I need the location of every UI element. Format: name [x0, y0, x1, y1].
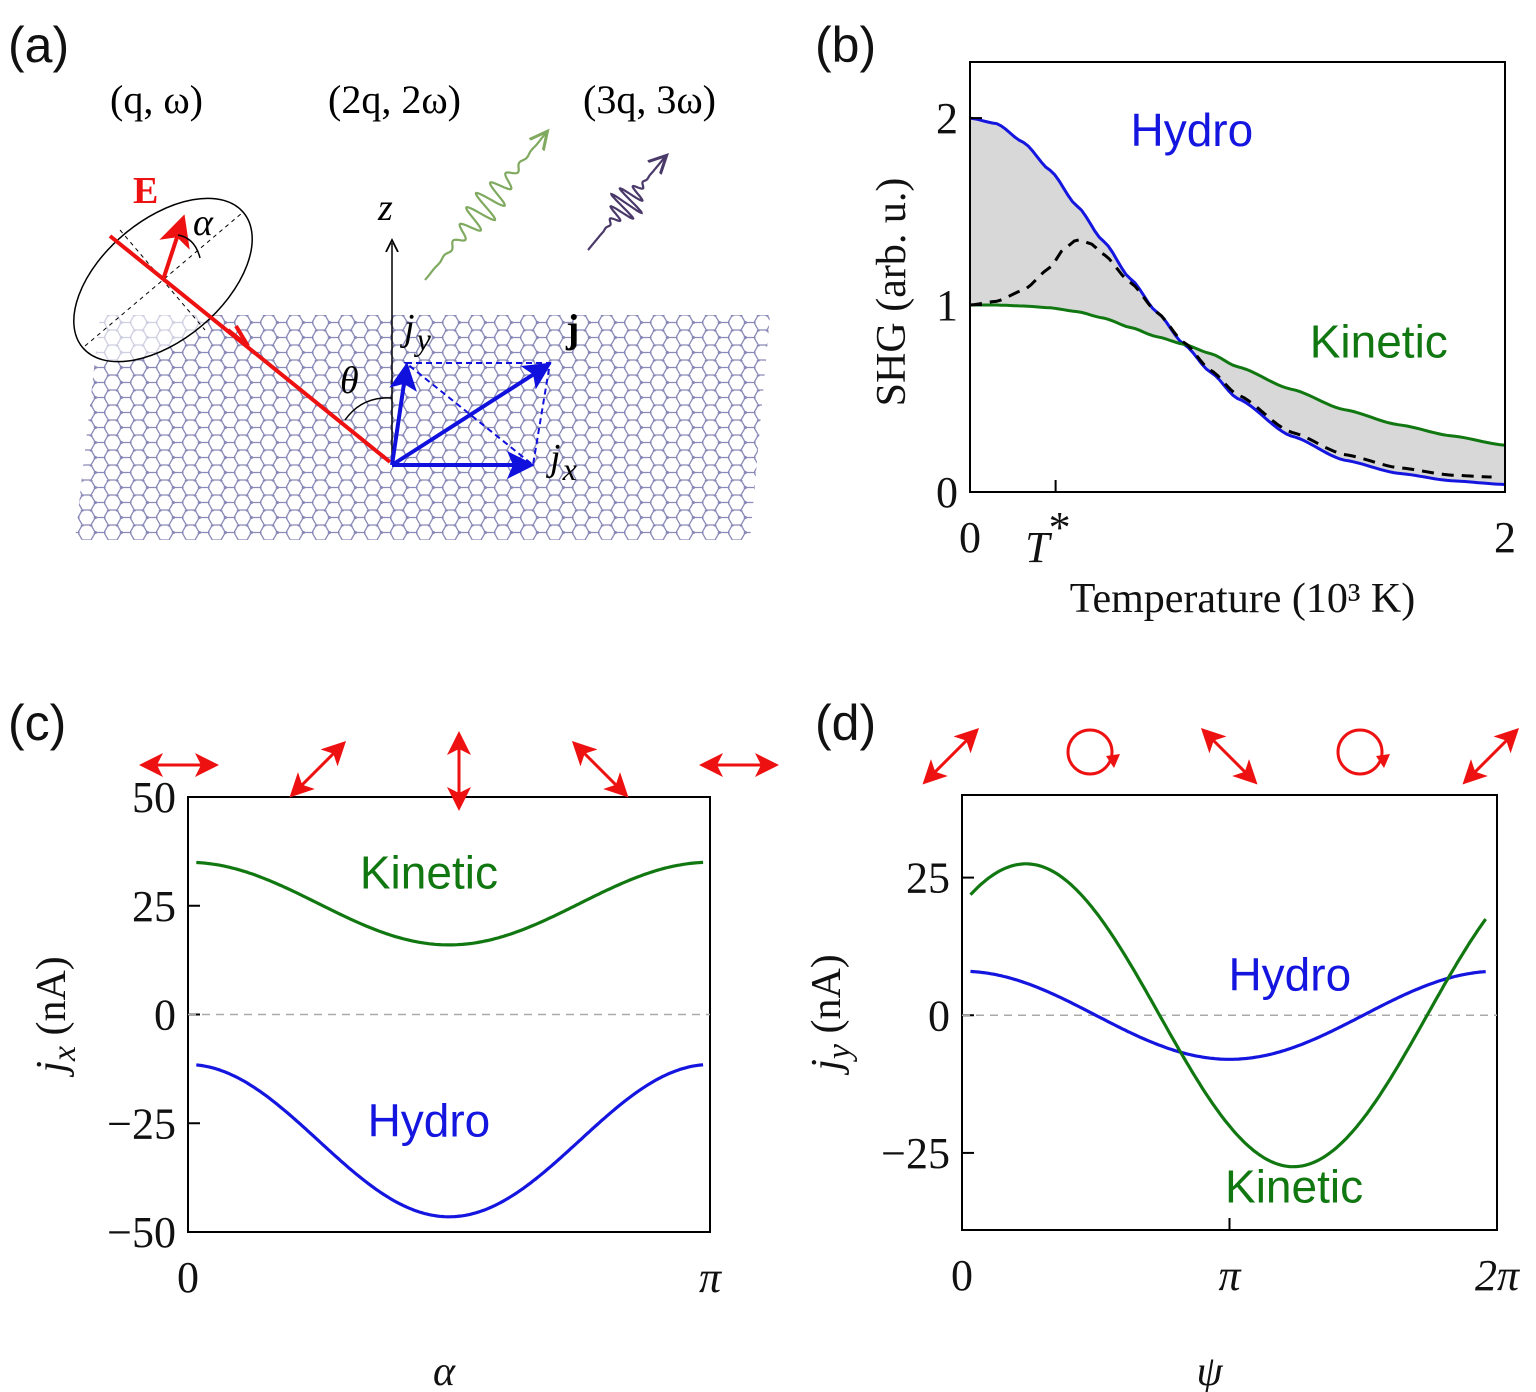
polarization-marker-d-0: [922, 727, 980, 785]
chart-d: 0 π 2π 25 0 −25 Hydro Kinetic ψ jy (nA): [804, 727, 1521, 1392]
theta-arc: [344, 397, 393, 421]
x-axis-title-d: ψ: [1196, 1349, 1223, 1392]
y-tick-label-c-2: 0: [154, 991, 176, 1040]
y-axis-title-c: jx (nA): [29, 956, 83, 1078]
tstar-tick-star: *: [1049, 503, 1071, 552]
panel-d-label: (d): [815, 695, 876, 751]
series-line-hydro: [969, 116, 1506, 486]
curve-label-d-kinetic: Kinetic: [1225, 1160, 1363, 1212]
panel-b: (b) 0 2 0 1 2 T * Temperature (10³ K) SHG (arb. …: [815, 17, 1516, 622]
panel-a: (a) (q, ω) (2q, 2ω) (3q, 3ω) z E α θ jy: [8, 17, 770, 540]
polarization-marker-c-3: [571, 740, 629, 798]
x-axis-title-c: α: [433, 1349, 456, 1392]
polarization-marker-d-3-head: [1376, 754, 1390, 768]
panel-b-label: (b): [815, 17, 876, 73]
polarization-marker-c-1: [289, 740, 347, 798]
y-tick-label-d-2: −25: [881, 1129, 950, 1178]
x-tick-label-b-0: 0: [959, 513, 981, 562]
y-tick-label-c-1: 25: [132, 882, 176, 931]
alpha-label: α: [193, 202, 214, 244]
harmonic-label-3: (3q, 3ω): [583, 77, 716, 122]
series-line-dashed: [969, 238, 1492, 479]
panel-c-label: (c): [8, 695, 66, 751]
y-tick-label-d-0: 25: [906, 854, 950, 903]
graphene-sheet: [75, 315, 770, 540]
x-axis-title-b: Temperature (10³ K): [1070, 576, 1416, 622]
y-tick-label-c-0: 50: [132, 773, 176, 822]
curve-label-d-hydro: Hydro: [1228, 948, 1351, 1000]
tstar-tick-label: T: [1025, 523, 1053, 572]
field-label: E: [133, 170, 158, 212]
jy-arrow: [389, 362, 417, 466]
x-tick-label-d-2: 2π: [1475, 1251, 1521, 1300]
theta-label: θ: [340, 360, 359, 402]
series-line-d-kinetic: [969, 862, 1487, 1169]
y-axis-title-b: SHG (arb. u.): [869, 178, 915, 407]
polarization-marker-d-2: [1200, 727, 1258, 785]
y-tick-label-b-1: 1: [936, 281, 958, 330]
x-tick-label-c-1: π: [699, 1253, 723, 1302]
series-line-kinetic: [970, 303, 1506, 447]
series-line-d-hydro: [970, 969, 1486, 1061]
x-tick-label-d-0: 0: [951, 1251, 973, 1300]
shaded-region: [970, 118, 1505, 485]
harmonic-label-1: (q, ω): [110, 77, 203, 122]
panel-c: (c) 0 π 50 25 0 −25 −50 Kinetic Hydro α jx (nA): [8, 695, 779, 1392]
y-tick-label-c-3: −25: [107, 1099, 176, 1148]
chart-c: 0 π 50 25 0 −25 −50 Kinetic Hydro α jx (nA): [29, 731, 779, 1392]
harmonic-label-2: (2q, 2ω): [328, 77, 461, 122]
curve-label-b-hydro: Hydro: [1131, 104, 1254, 156]
second-harmonic-wave: [424, 133, 546, 281]
y-tick-label-b-0: 0: [936, 468, 958, 517]
beam-direction-icon: [226, 324, 250, 348]
chart-b: 0 2 0 1 2 T * Temperature (10³ K) SHG (arb. u.) H…: [869, 61, 1516, 622]
x-tick-label-b-1: 2: [1494, 513, 1516, 562]
panel-d: (d) 0 π 2π 25 0 −25 Hydro Kinetic ψ jy (nA): [804, 695, 1521, 1392]
polarization-marker-d-1: [1066, 728, 1114, 776]
incident-beam: [108, 234, 392, 464]
alpha-arc: [177, 234, 201, 259]
plot-frame-b: [969, 61, 1506, 493]
x-tick-label-c-0: 0: [177, 1253, 199, 1302]
y-tick-label-c-4: −50: [107, 1208, 176, 1257]
polarization-marker-d-4: [1462, 727, 1520, 785]
polarization-marker-d-1-head: [1106, 754, 1120, 768]
y-axis-title-d: jy (nA): [804, 954, 858, 1076]
panel-a-label: (a): [8, 17, 69, 73]
curve-label-c-hydro: Hydro: [368, 1094, 491, 1146]
curve-label-c-kinetic: Kinetic: [360, 846, 498, 898]
third-harmonic-wave: [587, 157, 665, 251]
y-tick-label-d-1: 0: [928, 991, 950, 1040]
x-tick-label-d-1: π: [1218, 1251, 1242, 1300]
current-parallelogram: [403, 362, 552, 467]
polarization-marker-d-3: [1336, 728, 1384, 776]
series-line-c-kinetic: [196, 860, 704, 947]
y-tick-label-b-2: 2: [936, 94, 958, 143]
series-line-c-hydro: [196, 1063, 704, 1219]
field-vector-arrow: [159, 214, 190, 281]
curve-label-b-kinetic: Kinetic: [1310, 315, 1448, 367]
z-axis-label: z: [377, 187, 393, 229]
total-current-arrow: [390, 362, 552, 467]
current-label: j: [565, 306, 579, 351]
